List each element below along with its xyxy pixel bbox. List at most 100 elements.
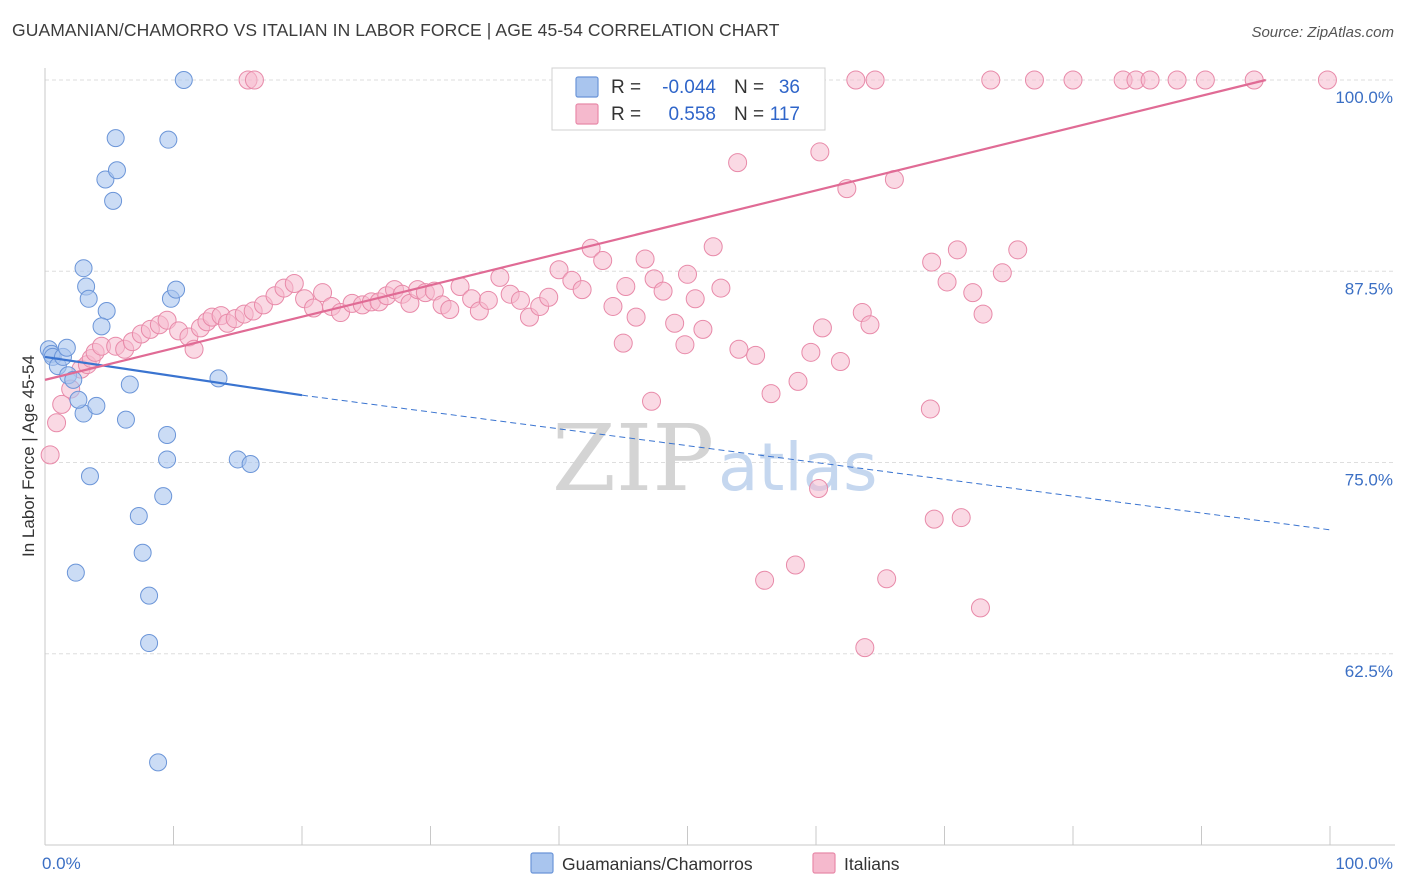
series-legend-swatch-pink <box>812 852 836 874</box>
italians-point-33 <box>313 283 333 303</box>
legend-n-value-1: 36 <box>779 77 800 98</box>
guamanians-point-13 <box>74 259 93 278</box>
italians-point-118 <box>1195 70 1215 90</box>
series-guamanians-points <box>39 71 260 772</box>
italians-point-104 <box>728 153 748 173</box>
italians-point-98 <box>877 569 897 589</box>
x-tick-label-0: 0.0% <box>42 854 81 873</box>
italians-point-75 <box>711 278 731 298</box>
italians-point-65 <box>616 277 636 297</box>
legend-n-label-1: N = <box>734 77 764 98</box>
guamanians-point-37 <box>241 455 260 474</box>
italians-point-73 <box>693 319 713 339</box>
italians-point-61 <box>572 280 592 300</box>
italians-point-78 <box>761 384 781 404</box>
legend-n-value-2: 117 <box>770 104 800 125</box>
italians-point-0 <box>40 445 60 465</box>
italians-point-48 <box>440 300 460 319</box>
italians-point-79 <box>788 371 808 391</box>
guamanians-point-28 <box>149 753 168 772</box>
legend-r-value-1: -0.044 <box>662 77 716 98</box>
correlation-legend: R = -0.044 N = 36 R = 0.558 N = 117 <box>551 67 826 131</box>
guamanians-point-27 <box>140 634 159 653</box>
series-legend-label-guamanians: Guamanians/Chamorros <box>562 854 753 874</box>
guamanians-point-25 <box>133 543 152 562</box>
guamanians-point-24 <box>129 507 148 526</box>
guamanians-point-35 <box>174 71 193 89</box>
y-axis-label: In Labor Force | Age 45-54 <box>19 355 38 557</box>
italians-point-72 <box>685 289 705 309</box>
italians-point-66 <box>626 307 646 327</box>
italians-point-76 <box>729 339 749 359</box>
guamanians-point-15 <box>79 289 98 308</box>
italians-point-119 <box>1244 70 1264 90</box>
guamanians-point-16 <box>97 302 116 321</box>
x-tick-label-1: 100.0% <box>1335 854 1393 873</box>
guamanians-point-33 <box>167 280 186 299</box>
italians-point-83 <box>801 342 821 362</box>
italians-point-67 <box>635 249 655 269</box>
watermark-zip: ZIP <box>552 405 714 512</box>
italians-point-95 <box>755 570 775 590</box>
guamanians-point-12 <box>66 563 85 582</box>
legend-n-label-2: N = <box>734 104 764 125</box>
italians-trend-line <box>44 78 1267 381</box>
italians-point-113 <box>1063 70 1083 90</box>
italians-point-88 <box>937 272 957 292</box>
legend-r-value-2: 0.558 <box>668 104 716 125</box>
series-legend-label-italians: Italians <box>844 854 900 874</box>
italians-point-97 <box>920 399 940 419</box>
italians-point-112 <box>1024 70 1044 90</box>
y-tick-label-0: 62.5% <box>1345 662 1393 681</box>
italians-point-91 <box>973 304 993 324</box>
italians-point-89 <box>947 240 967 260</box>
italians-point-105 <box>810 142 830 162</box>
italians-point-1 <box>47 413 67 433</box>
guamanians-point-20 <box>107 161 126 180</box>
guamanians-point-19 <box>104 191 123 210</box>
source-credit: Source: ZipAtlas.com <box>1251 24 1394 41</box>
italians-point-84 <box>812 318 832 338</box>
italians-point-69 <box>653 281 673 301</box>
guamanians-point-21 <box>106 129 125 148</box>
legend-r-label-1: R = <box>611 77 641 98</box>
italians-point-30 <box>284 273 304 293</box>
italians-point-55 <box>510 290 530 310</box>
italians-point-94 <box>830 352 850 372</box>
guamanians-point-7 <box>57 338 76 357</box>
guamanians-point-34 <box>159 130 178 149</box>
series-legend: Guamanians/Chamorros Italians <box>530 852 900 874</box>
trend-lines <box>44 78 1331 531</box>
legend-r-label-2: R = <box>611 104 641 125</box>
italians-point-71 <box>678 264 697 284</box>
italians-point-77 <box>746 345 766 365</box>
guamanians-point-10 <box>87 396 106 415</box>
italians-point-90 <box>963 283 983 303</box>
italians-point-122 <box>244 70 264 90</box>
guamanians-point-30 <box>158 450 177 469</box>
italians-point-63 <box>593 251 613 271</box>
legend-swatch-blue <box>575 76 599 98</box>
italians-point-58 <box>539 287 559 307</box>
italians-point-111 <box>981 70 1001 90</box>
italians-point-92 <box>992 263 1012 283</box>
guamanians-point-23 <box>120 375 139 394</box>
italians-point-100 <box>855 638 875 658</box>
italians-point-82 <box>675 335 695 355</box>
italians-point-109 <box>846 70 866 90</box>
italians-point-86 <box>860 315 880 335</box>
guamanians-point-11 <box>80 467 99 486</box>
y-tick-label-3: 100.0% <box>1335 88 1393 107</box>
guamanians-point-6 <box>64 370 83 389</box>
guamanians-point-17 <box>92 317 111 336</box>
guamanians-trend-line <box>44 355 303 397</box>
chart-title: GUAMANIAN/CHAMORRO VS ITALIAN IN LABOR F… <box>12 20 780 40</box>
italians-point-117 <box>1167 70 1187 90</box>
guamanians-point-22 <box>116 410 135 429</box>
italians-point-99 <box>809 479 829 499</box>
y-tick-labels: 62.5% 75.0% 87.5% 100.0% <box>1335 88 1393 681</box>
series-legend-swatch-blue <box>530 852 554 874</box>
italians-point-64 <box>603 296 623 316</box>
guamanians-point-26 <box>140 586 159 605</box>
watermark: ZIP atlas <box>552 405 878 512</box>
